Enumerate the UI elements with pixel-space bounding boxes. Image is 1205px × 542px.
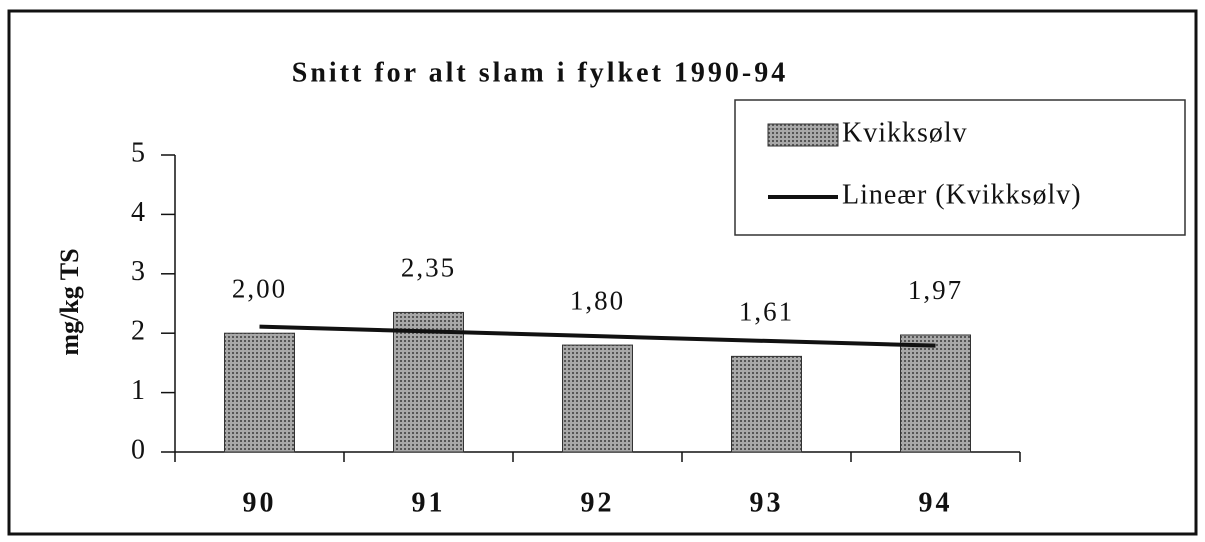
bar — [393, 311, 464, 453]
data-label: 2,35 — [401, 253, 456, 283]
data-label: 1,80 — [570, 285, 625, 315]
y-tick-label: 2 — [131, 316, 145, 347]
x-tick-label: 92 — [581, 487, 615, 518]
data-label: 1,97 — [908, 275, 963, 305]
x-tick-label: 91 — [412, 487, 446, 518]
data-label: 1,61 — [739, 297, 794, 327]
x-tick-label: 90 — [243, 487, 277, 518]
bar — [224, 332, 295, 453]
y-tick-label: 0 — [131, 434, 145, 465]
y-tick-label: 5 — [131, 137, 145, 168]
y-tick-label: 3 — [131, 256, 145, 287]
legend — [734, 99, 1186, 236]
bar — [731, 355, 802, 453]
legend-swatch — [767, 123, 839, 147]
y-tick-label: 1 — [131, 375, 145, 406]
trend-line — [259, 324, 936, 348]
y-axis-label: mg/kg TS — [55, 248, 84, 355]
frame — [7, 9, 1198, 536]
x-tick-label: 93 — [750, 487, 784, 518]
legend-label: Lineær (Kvikksølv) — [842, 179, 1082, 210]
x-tick-label: 94 — [919, 487, 953, 518]
bar — [562, 344, 633, 453]
data-label: 2,00 — [232, 273, 287, 303]
legend-label: Kvikksølv — [842, 117, 968, 148]
bar — [900, 334, 971, 453]
chart-title: Snitt for alt slam i fylket 1990-94 — [292, 57, 788, 88]
y-tick-label: 4 — [131, 197, 145, 228]
